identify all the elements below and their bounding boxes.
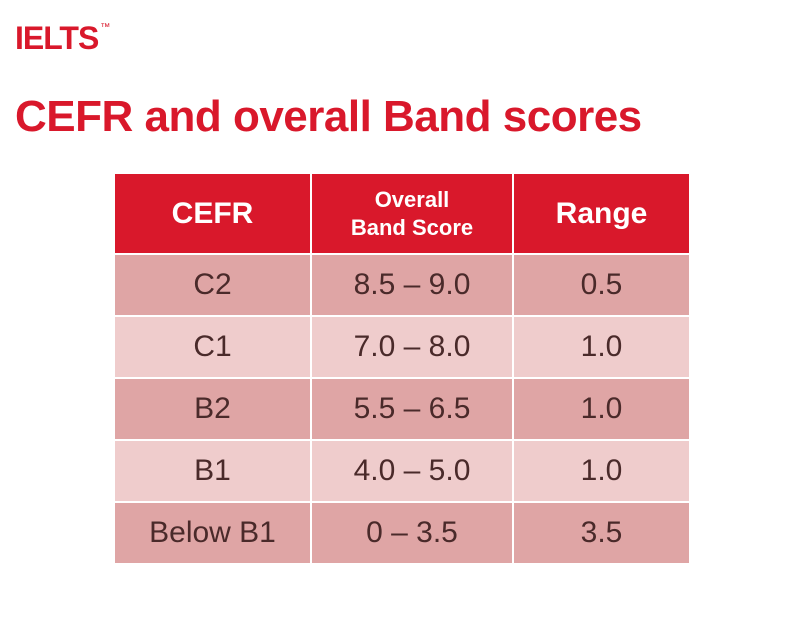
cell-range: 1.0 [514,441,689,501]
header-cefr: CEFR [115,174,310,253]
table-container: CEFR Overall Band Score Range C2 8.5 – 9… [15,172,789,565]
header-band-line2: Band Score [351,215,473,240]
ielts-logo: IELTS™ [15,20,107,57]
header-band: Overall Band Score [312,174,512,253]
table-row: C1 7.0 – 8.0 1.0 [115,317,689,377]
cell-range: 0.5 [514,255,689,315]
cell-band: 4.0 – 5.0 [312,441,512,501]
header-range: Range [514,174,689,253]
cefr-band-table: CEFR Overall Band Score Range C2 8.5 – 9… [113,172,691,565]
cell-cefr: C2 [115,255,310,315]
cell-cefr: C1 [115,317,310,377]
cell-cefr: Below B1 [115,503,310,563]
table-row: B2 5.5 – 6.5 1.0 [115,379,689,439]
page-title: CEFR and overall Band scores [15,92,789,142]
table-row: B1 4.0 – 5.0 1.0 [115,441,689,501]
cell-band: 7.0 – 8.0 [312,317,512,377]
logo-trademark: ™ [100,22,109,33]
table-row: C2 8.5 – 9.0 0.5 [115,255,689,315]
table-header-row: CEFR Overall Band Score Range [115,174,689,253]
table-row: Below B1 0 – 3.5 3.5 [115,503,689,563]
cell-range: 1.0 [514,379,689,439]
cell-cefr: B1 [115,441,310,501]
logo-text: IELTS [15,20,98,56]
cell-range: 1.0 [514,317,689,377]
cell-band: 5.5 – 6.5 [312,379,512,439]
header-band-line1: Overall [375,187,450,212]
cell-cefr: B2 [115,379,310,439]
cell-band: 8.5 – 9.0 [312,255,512,315]
cell-range: 3.5 [514,503,689,563]
cell-band: 0 – 3.5 [312,503,512,563]
